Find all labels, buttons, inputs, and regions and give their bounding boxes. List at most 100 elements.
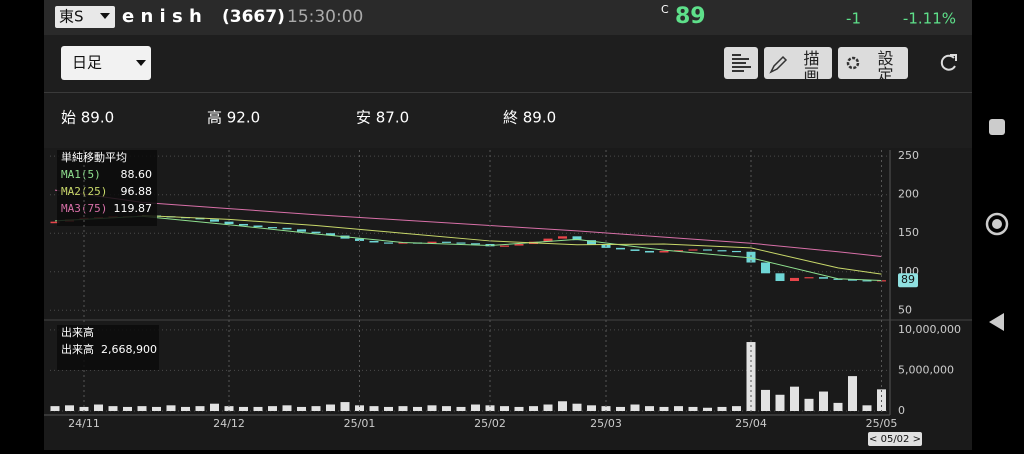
- gear-icon: [846, 56, 860, 70]
- candle: [645, 250, 654, 253]
- candle: [268, 227, 277, 229]
- nav-recents[interactable]: [989, 119, 1005, 135]
- y-tick-label: 0: [898, 404, 905, 417]
- volume-bar: [181, 406, 190, 411]
- volume-bar: [833, 402, 843, 411]
- y-tick-label: 200: [898, 188, 919, 201]
- volume-bar: [297, 406, 306, 411]
- ohlc-high: 高 92.0: [207, 109, 260, 127]
- candle: [500, 245, 509, 247]
- candle: [630, 249, 640, 251]
- volume-bar: [79, 406, 89, 411]
- nav-back[interactable]: [989, 313, 1004, 331]
- settings-button[interactable]: [838, 47, 908, 79]
- candle: [369, 240, 379, 243]
- time: 15:30:00: [287, 7, 363, 27]
- period-select[interactable]: [61, 46, 151, 80]
- ohlc-close: 終 89.0: [503, 109, 556, 127]
- volume-bar: [50, 406, 60, 411]
- candle: [224, 221, 234, 224]
- candle: [239, 223, 248, 226]
- volume-bar: [384, 406, 393, 411]
- settings-label: 設定: [875, 50, 894, 82]
- legend-label: 出来高: [61, 342, 94, 356]
- volume-bar: [514, 406, 524, 411]
- nav-home-dot: [992, 219, 1002, 229]
- volume-bar: [369, 406, 379, 411]
- candle: [819, 277, 828, 279]
- candle: [761, 262, 770, 274]
- top-bar: [44, 0, 972, 35]
- draw-button[interactable]: [764, 47, 832, 79]
- x-tick-label: 25/01: [344, 417, 376, 430]
- volume-bar: [500, 406, 509, 411]
- volume-bar: [210, 403, 219, 411]
- volume-bar: [630, 404, 640, 411]
- period: 日足: [72, 54, 102, 72]
- volume-bar: [732, 406, 741, 411]
- x-tick-label: 25/04: [735, 417, 767, 430]
- volume-bar: [239, 406, 248, 411]
- candle: [253, 225, 263, 228]
- volume-bar: [326, 404, 335, 411]
- candle: [558, 236, 567, 239]
- nav-home[interactable]: [985, 212, 1009, 236]
- volume-bar: [398, 406, 408, 411]
- candle: [398, 242, 408, 244]
- volume-bar: [804, 398, 814, 411]
- volume-bar: [848, 376, 857, 411]
- candle: [311, 231, 321, 234]
- ma-line: [141, 215, 882, 275]
- volume-bar: [166, 405, 176, 411]
- volume-bar: [703, 407, 712, 411]
- x-tick-label: 24/12: [213, 417, 245, 430]
- volume-bar: [253, 406, 263, 411]
- ohlc-open: 始 89.0: [61, 109, 114, 127]
- change: -1: [846, 10, 861, 28]
- refresh-arrow: [950, 54, 957, 61]
- x-tick-label: 25/03: [590, 417, 622, 430]
- legend-box: [57, 150, 157, 226]
- volume-bar: [674, 406, 683, 411]
- market: 東S: [59, 8, 84, 26]
- pencil-icon: [769, 55, 788, 74]
- dropdown-arrow: [100, 13, 110, 19]
- volume-bar: [195, 406, 205, 411]
- candle: [775, 273, 785, 282]
- draw-label: 描画: [801, 50, 820, 82]
- volume-bar: [790, 386, 799, 411]
- volume-bar: [543, 404, 553, 411]
- y-tick-label: 5,000,000: [898, 363, 954, 376]
- candle: [746, 251, 756, 263]
- price-flag: C: [661, 3, 669, 16]
- volume-bar: [761, 389, 770, 411]
- volume-bar: [224, 406, 234, 411]
- legend-value: 88.60: [121, 168, 153, 181]
- volume-bar: [558, 401, 567, 411]
- volume-bar: [775, 394, 785, 411]
- volume-bar: [819, 391, 828, 411]
- candle: [848, 279, 857, 281]
- price: 89: [675, 4, 706, 29]
- x-tick-label: 24/11: [68, 417, 100, 430]
- volume-bar: [137, 406, 147, 411]
- y-tick-label: 10,000,000: [898, 323, 961, 336]
- volume-bar: [152, 406, 161, 411]
- market-select[interactable]: [55, 6, 115, 28]
- volume-bar: [413, 406, 422, 411]
- volume-bar: [282, 405, 292, 411]
- candle: [514, 244, 524, 246]
- stock-code: (3667): [222, 7, 285, 27]
- date-badge: [868, 432, 922, 446]
- candle: [717, 250, 727, 252]
- volume-bar: [485, 405, 495, 411]
- volume-bar: [427, 405, 437, 411]
- volume-bar: [601, 406, 611, 411]
- candle: [587, 240, 596, 245]
- candle: [384, 242, 393, 244]
- candle: [456, 242, 466, 244]
- candle: [427, 241, 437, 244]
- volume-bar: [442, 406, 451, 411]
- candle: [833, 278, 843, 280]
